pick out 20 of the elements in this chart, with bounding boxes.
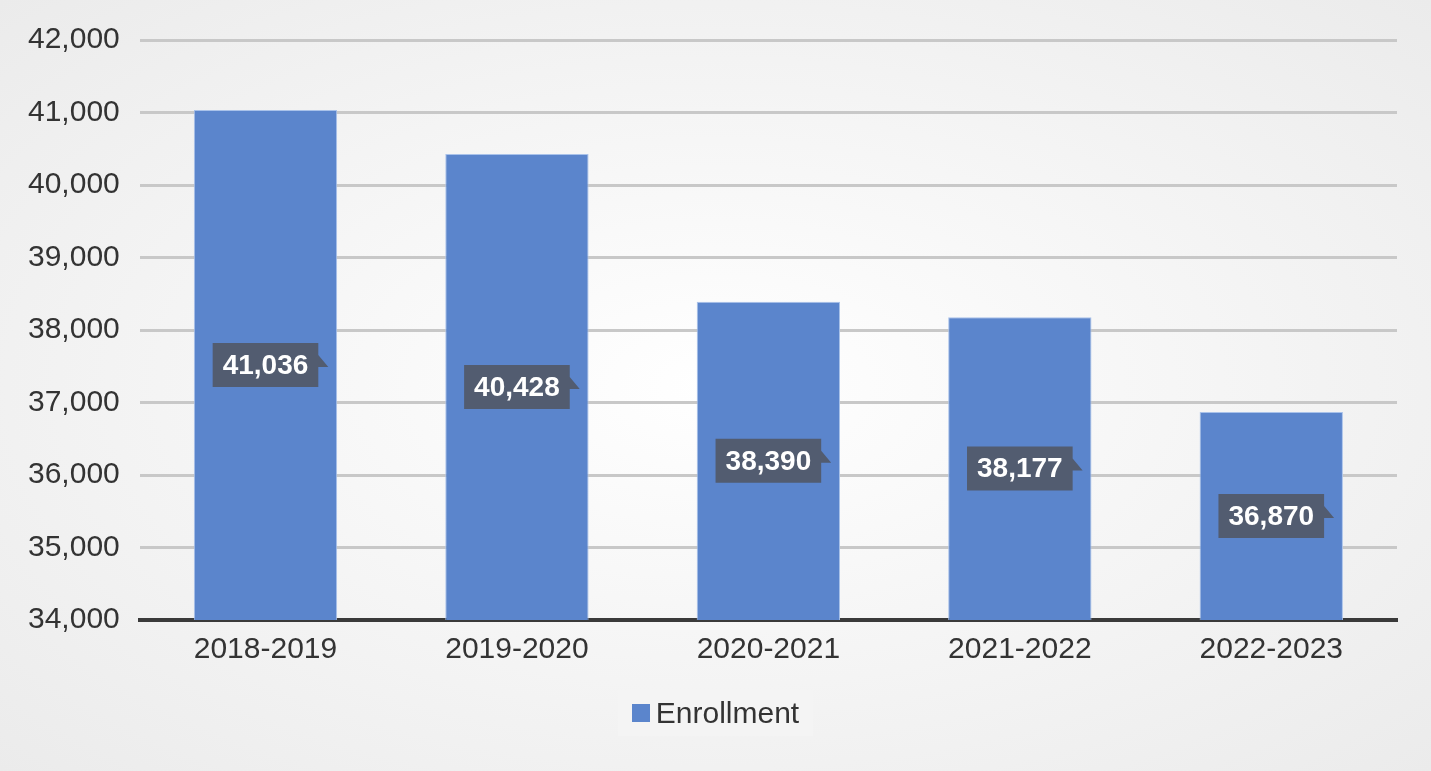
x-tick-label: 2018-2019	[193, 631, 338, 665]
x-tick-label: 2020-2021	[696, 631, 841, 665]
y-tick-label: 38,000	[27, 311, 120, 345]
y-tick-label: 34,000	[27, 601, 120, 635]
data-label: 40,428	[474, 370, 560, 402]
data-label: 38,177	[977, 452, 1063, 484]
y-tick-label: 41,000	[27, 93, 120, 127]
y-tick-label: 42,000	[27, 21, 120, 55]
x-tick-label: 2019-2020	[445, 631, 589, 665]
y-tick-label: 40,000	[27, 166, 120, 200]
y-tick-label: 35,000	[27, 528, 120, 562]
x-tick-label: 2021-2022	[948, 631, 1092, 665]
y-tick-label: 39,000	[27, 238, 120, 272]
data-label: 36,870	[1228, 499, 1315, 531]
legend-label: Enrollment	[655, 696, 800, 730]
y-tick-label: 36,000	[27, 456, 120, 490]
x-tick-label: 2022-2023	[1199, 631, 1344, 665]
data-label: 41,036	[222, 348, 309, 380]
y-tick-label: 37,000	[27, 383, 120, 417]
data-label: 38,390	[725, 444, 812, 476]
